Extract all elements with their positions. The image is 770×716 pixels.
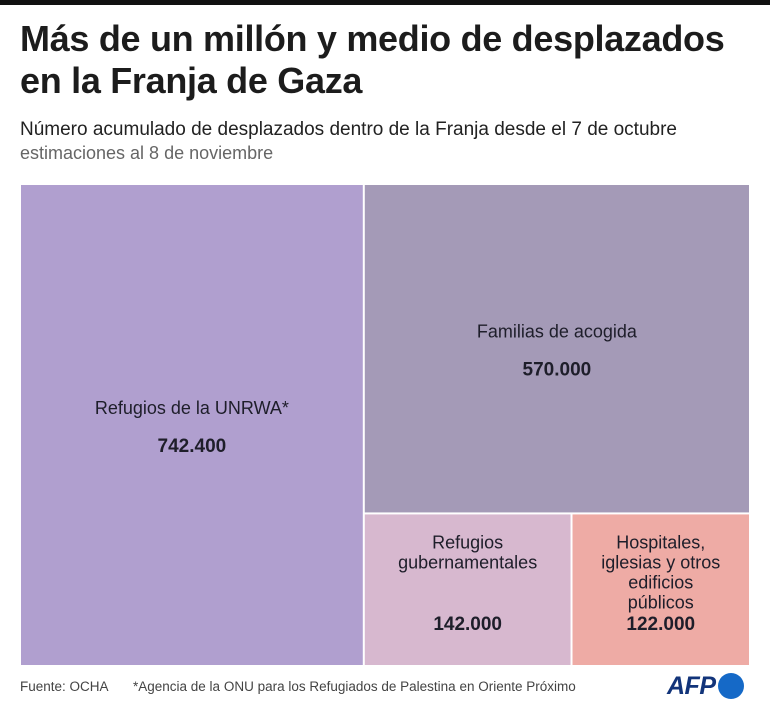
treemap-label: Refugios de la UNRWA* — [95, 398, 289, 418]
source-note: Fuente: OCHA — [20, 679, 109, 694]
treemap-label: Hospitales, iglesias y otros edificios públ… — [601, 532, 720, 612]
treemap-value: 570.000 — [523, 360, 592, 381]
treemap-value: 122.000 — [626, 614, 695, 635]
treemap-cell — [364, 514, 571, 665]
top-rule — [0, 0, 770, 5]
treemap-cell — [364, 185, 749, 513]
treemap-value: 742.400 — [158, 436, 227, 457]
chart-subtitle: Número acumulado de desplazados dentro d… — [20, 119, 677, 140]
treemap-label: Refugios gubernamentales — [398, 532, 537, 572]
treemap-value: 142.000 — [433, 614, 502, 635]
chart-subtitle-date: estimaciones al 8 de noviembre — [20, 143, 274, 163]
afp-logo: AFP — [667, 671, 744, 701]
treemap-cell — [572, 514, 749, 665]
treemap-label: Familias de acogida — [477, 322, 638, 342]
afp-dot-icon — [717, 673, 744, 699]
footnote: *Agencia de la ONU para los Refugiados d… — [133, 679, 576, 694]
treemap-cell — [21, 185, 363, 665]
chart-title: Más de un millón y medio de desplazados … — [20, 18, 725, 101]
afp-logo-text: AFP — [667, 671, 716, 700]
